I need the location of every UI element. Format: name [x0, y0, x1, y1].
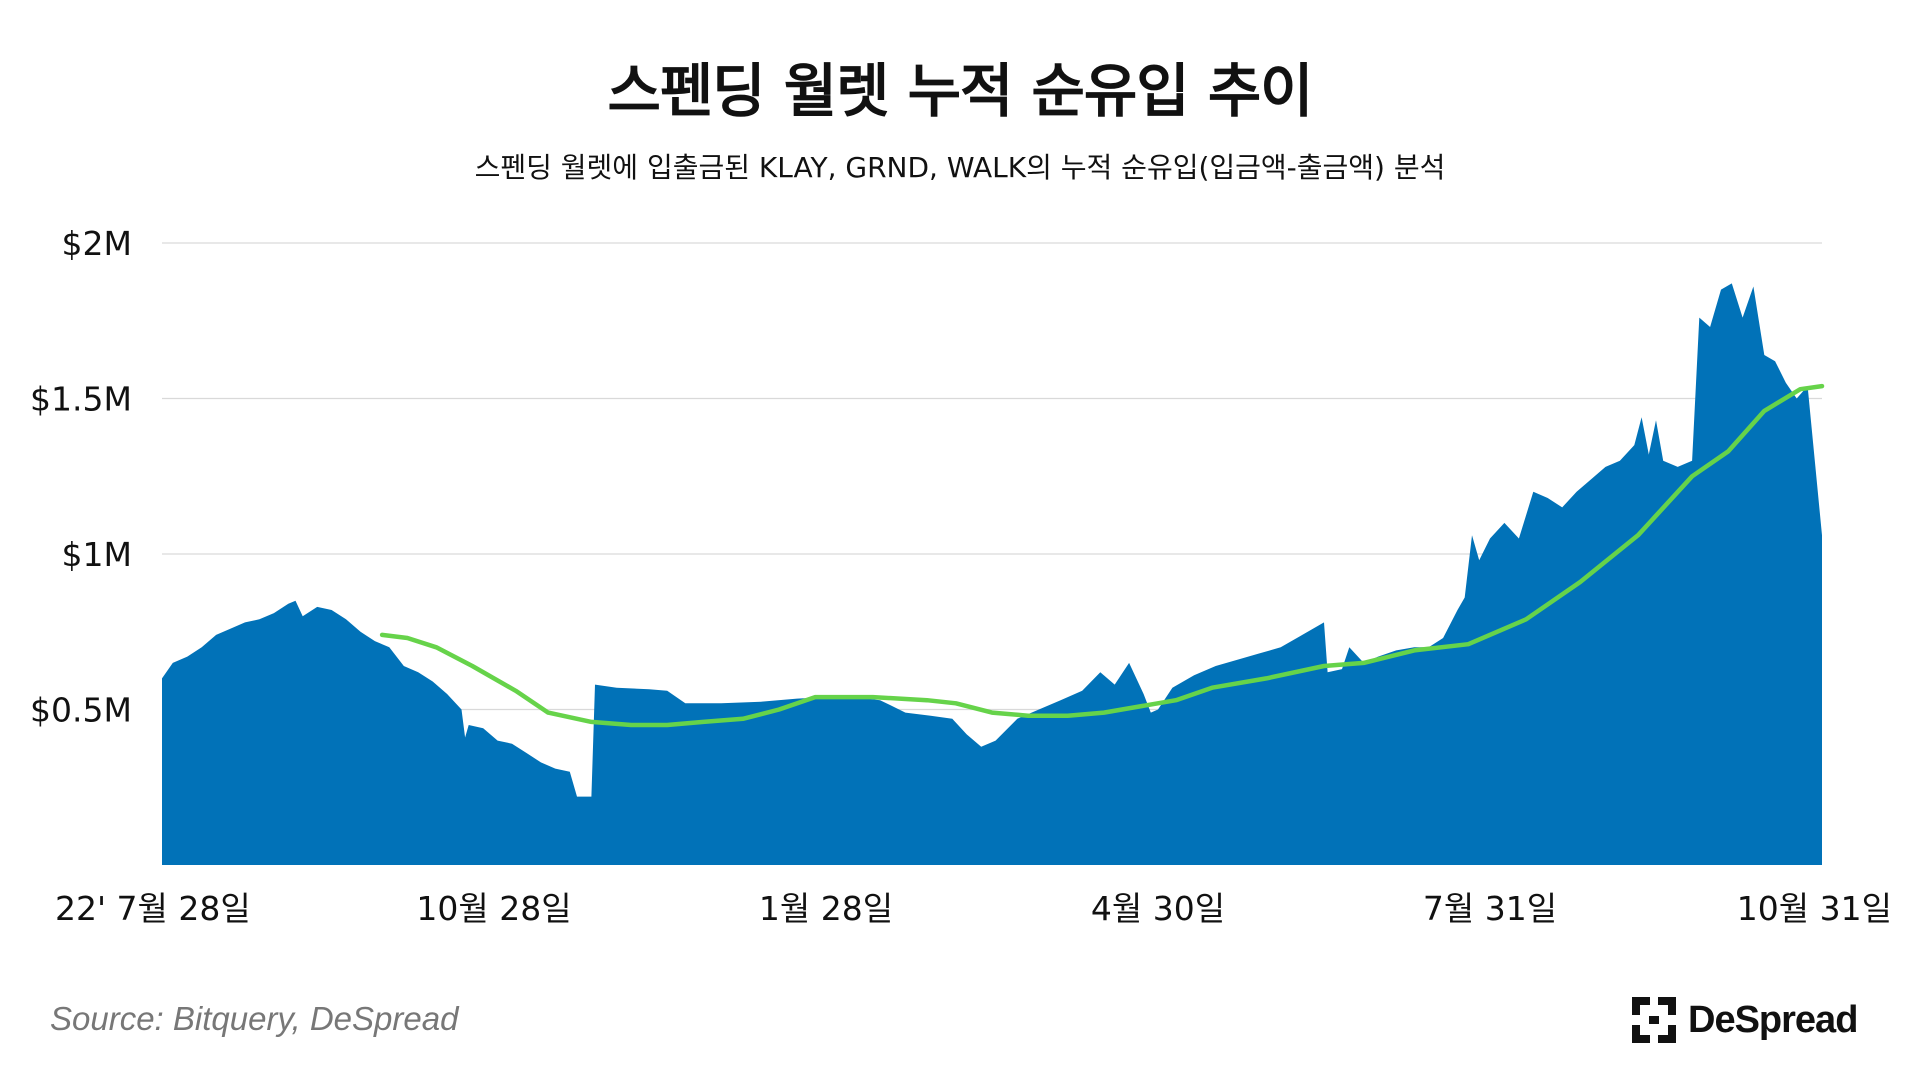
trend-line-series — [379, 383, 1825, 728]
x-tick-label: 22' 7월 28일 — [55, 889, 251, 928]
source-note: Source: Bitquery, DeSpread — [50, 1000, 459, 1037]
x-tick-label: 4월 30일 — [1091, 889, 1225, 928]
y-tick-label: $1M — [62, 535, 132, 574]
trend-line-layer — [379, 383, 1825, 728]
plot-area — [162, 283, 1822, 865]
chart-title: 스펜딩 월렛 누적 순유입 추이 — [607, 57, 1313, 125]
y-tick-label: $1.5M — [30, 380, 132, 419]
x-tick-label: 1월 28일 — [759, 889, 893, 928]
y-tick-label: $0.5M — [30, 691, 132, 730]
y-axis-ticks: $0.5M $1M $1.5M $2M — [30, 224, 132, 730]
chart-subtitle: 스펜딩 월렛에 입출금된 KLAY, GRND, WALK의 누적 순유입(입금… — [474, 151, 1446, 184]
area-series — [162, 283, 1822, 865]
despread-bracket-logo-icon — [1632, 997, 1676, 1043]
y-tick-label: $2M — [62, 224, 132, 263]
despread-logo: DeSpread — [1632, 996, 1858, 1044]
x-tick-label: 10월 31일 — [1737, 889, 1892, 928]
x-tick-label: 7월 31일 — [1423, 889, 1557, 928]
x-tick-label: 10월 28일 — [416, 889, 571, 928]
logo-text: DeSpread — [1688, 998, 1858, 1041]
x-axis-ticks: 22' 7월 28일 10월 28일 1월 28일 4월 30일 7월 31일 10월 3… — [55, 889, 1892, 928]
